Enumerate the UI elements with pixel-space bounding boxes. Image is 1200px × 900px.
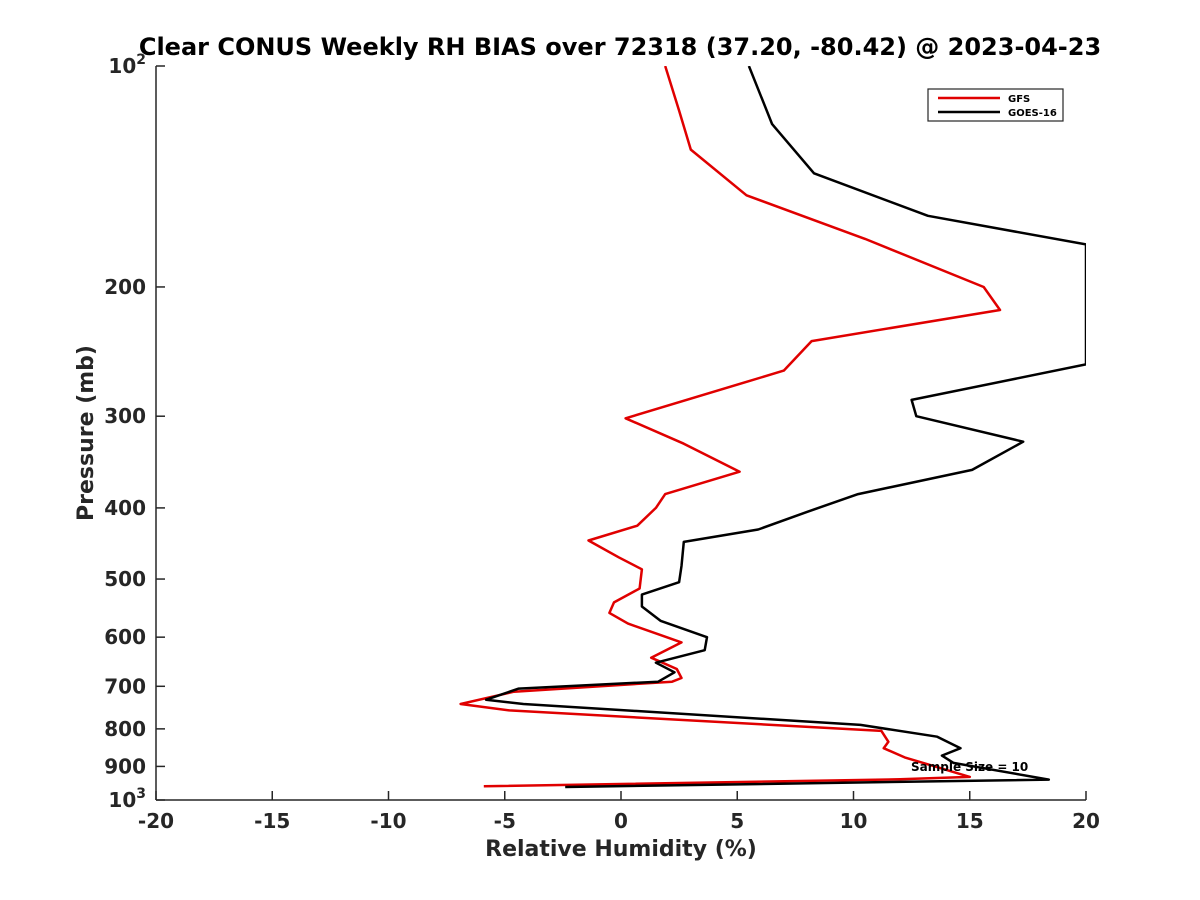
x-axis-label: Relative Humidity (%) — [485, 837, 757, 862]
x-tick-label: 0 — [614, 809, 628, 833]
y-tick-label: 300 — [104, 404, 146, 428]
x-tick-label: -15 — [254, 809, 290, 833]
y-axis-label: Pressure (mb) — [74, 345, 99, 521]
y-tick-label: 200 — [104, 275, 146, 299]
chart-title: Clear CONUS Weekly RH BIAS over 72318 (3… — [139, 33, 1101, 61]
tick-labels: -20 -15 -10 -5 0 5 10 15 20 200 300 400 500 600 700 800… — [104, 52, 1100, 833]
legend-box — [927, 88, 1064, 122]
x-tick-label: 20 — [1072, 809, 1100, 833]
y-tick-label-power: 103 — [108, 786, 146, 812]
y-tick-label: 500 — [104, 567, 146, 591]
x-tick-label: 10 — [840, 809, 868, 833]
y-tick-label: 900 — [104, 754, 146, 778]
legend-label-goes-16: GOES-16 — [1008, 108, 1057, 119]
legend: GFS GOES-16 — [927, 88, 1064, 122]
y-tick-label-power: 102 — [108, 52, 146, 78]
series-line-gfs — [459, 66, 1002, 788]
y-tick-label: 400 — [104, 496, 146, 520]
x-tick-label: 15 — [956, 809, 984, 833]
sample-size-annotation: Sample Size = 10 — [911, 760, 1028, 774]
y-tick-label: 600 — [104, 625, 146, 649]
x-tick-label: -5 — [494, 809, 516, 833]
y-tick-label: 700 — [104, 674, 146, 698]
x-tick-label: 5 — [730, 809, 744, 833]
series-lines — [459, 66, 1086, 789]
axes — [155, 65, 1087, 801]
x-tick-label: -10 — [370, 809, 406, 833]
y-tick-label: 800 — [104, 717, 146, 741]
series-line-goes-16 — [484, 66, 1086, 789]
x-tick-label: -20 — [138, 809, 174, 833]
legend-label-gfs: GFS — [1008, 94, 1030, 105]
